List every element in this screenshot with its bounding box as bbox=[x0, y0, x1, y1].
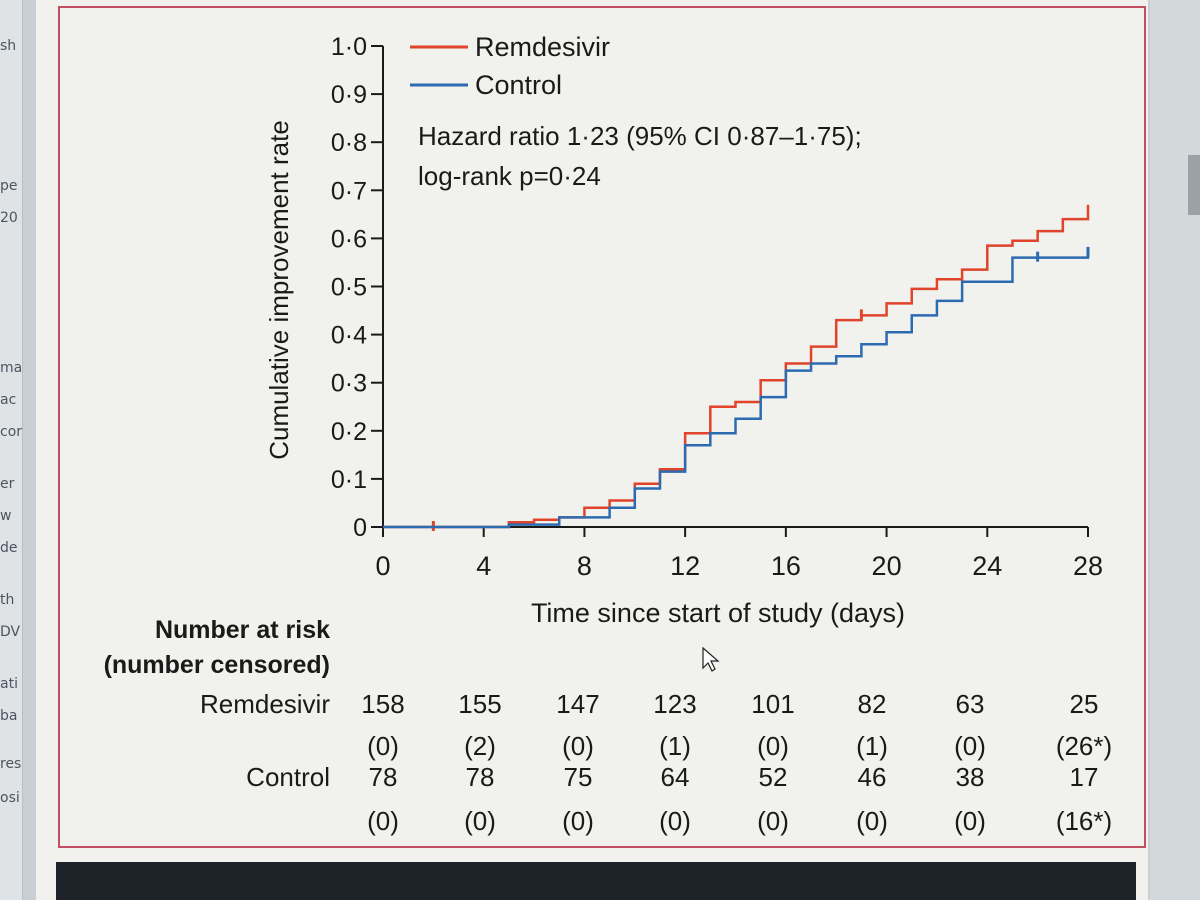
background-text-fragment: w bbox=[0, 508, 12, 524]
x-tick-label: 24 bbox=[972, 551, 1002, 581]
risk-row-label: Remdesivir bbox=[200, 689, 330, 719]
risk-censored-value: (0) bbox=[367, 731, 399, 761]
risk-at-risk-value: 75 bbox=[564, 762, 593, 792]
x-axis-label: Time since start of study (days) bbox=[531, 598, 905, 628]
risk-at-risk-value: 123 bbox=[653, 689, 696, 719]
background-text-fragment: er bbox=[0, 476, 15, 492]
risk-table-subtitle: (number censored) bbox=[104, 651, 330, 679]
right-window-edge bbox=[1150, 0, 1200, 900]
risk-censored-value: (0) bbox=[757, 731, 789, 761]
mouse-cursor-icon bbox=[702, 646, 720, 672]
background-text-fragment: de bbox=[0, 540, 18, 556]
x-tick-label: 0 bbox=[375, 551, 390, 581]
risk-censored-value: (0) bbox=[856, 806, 888, 836]
risk-censored-value: (1) bbox=[659, 731, 691, 761]
risk-at-risk-value: 64 bbox=[661, 762, 690, 792]
risk-at-risk-value: 63 bbox=[956, 689, 985, 719]
risk-at-risk-value: 78 bbox=[466, 762, 495, 792]
y-tick-label: 1·0 bbox=[331, 33, 367, 61]
x-tick-label: 4 bbox=[476, 551, 491, 581]
figure-page bbox=[36, 0, 1148, 900]
background-text-fragment: th bbox=[0, 592, 15, 608]
figure-frame bbox=[58, 6, 1146, 848]
background-text-fragment: ba bbox=[0, 708, 18, 724]
x-tick-label: 20 bbox=[872, 551, 902, 581]
risk-at-risk-value: 52 bbox=[759, 762, 788, 792]
risk-at-risk-value: 17 bbox=[1070, 762, 1099, 792]
y-tick-label: 0·3 bbox=[331, 370, 367, 398]
risk-censored-value: (0) bbox=[659, 806, 691, 836]
risk-censored-value: (16*) bbox=[1056, 806, 1112, 836]
risk-at-risk-value: 158 bbox=[361, 689, 404, 719]
y-tick-label: 0·5 bbox=[331, 274, 367, 302]
x-tick-label: 8 bbox=[577, 551, 592, 581]
background-text-fragment: ati bbox=[0, 676, 18, 692]
risk-censored-value: (0) bbox=[464, 806, 496, 836]
series-line-remdesivir bbox=[383, 204, 1090, 529]
risk-censored-value: (0) bbox=[562, 731, 594, 761]
background-text-fragment: osi bbox=[0, 790, 20, 806]
scrollbar-thumb[interactable] bbox=[1188, 155, 1200, 215]
risk-row-label: Control bbox=[246, 762, 330, 792]
risk-censored-value: (1) bbox=[856, 731, 888, 761]
risk-at-risk-value: 155 bbox=[458, 689, 501, 719]
y-tick-label: 0 bbox=[353, 514, 367, 542]
background-text-fragment: DV bbox=[0, 624, 21, 640]
y-tick-label: 0·6 bbox=[331, 225, 367, 253]
risk-at-risk-value: 101 bbox=[751, 689, 794, 719]
background-text-fragment: ma bbox=[0, 360, 23, 376]
risk-censored-value: (0) bbox=[954, 806, 986, 836]
background-text-fragment: 20 bbox=[0, 210, 18, 226]
background-window-strip bbox=[0, 0, 23, 900]
risk-at-risk-value: 46 bbox=[858, 762, 887, 792]
y-tick-label: 0·1 bbox=[331, 466, 367, 494]
background-text-fragment: ac bbox=[0, 392, 17, 408]
background-text-fragment: sh bbox=[0, 38, 17, 54]
y-axis-label: Cumulative improvement rate bbox=[264, 120, 294, 460]
risk-censored-value: (0) bbox=[562, 806, 594, 836]
risk-at-risk-value: 25 bbox=[1070, 689, 1099, 719]
risk-at-risk-value: 78 bbox=[369, 762, 398, 792]
risk-at-risk-value: 82 bbox=[858, 689, 887, 719]
risk-censored-value: (0) bbox=[757, 806, 789, 836]
background-text-fragment: res bbox=[0, 756, 22, 772]
x-tick-label: 12 bbox=[670, 551, 700, 581]
page-footer-bar bbox=[56, 862, 1136, 900]
y-tick-label: 0·9 bbox=[331, 81, 367, 109]
y-tick-label: 0·4 bbox=[331, 322, 367, 350]
x-tick-label: 16 bbox=[771, 551, 801, 581]
risk-censored-value: (0) bbox=[367, 806, 399, 836]
y-tick-label: 0·7 bbox=[331, 177, 367, 205]
series-line-control bbox=[383, 252, 1090, 529]
y-tick-label: 0·8 bbox=[331, 129, 367, 157]
background-text-fragment: pe bbox=[0, 178, 18, 194]
risk-at-risk-value: 147 bbox=[556, 689, 599, 719]
y-tick-label: 0·2 bbox=[331, 418, 367, 446]
legend-label: Remdesivir bbox=[475, 32, 610, 62]
hazard-annotation: log-rank p=0·24 bbox=[418, 161, 601, 191]
risk-censored-value: (2) bbox=[464, 731, 496, 761]
x-tick-label: 28 bbox=[1073, 551, 1103, 581]
risk-censored-value: (0) bbox=[954, 731, 986, 761]
legend-label: Control bbox=[475, 70, 562, 100]
risk-at-risk-value: 38 bbox=[956, 762, 985, 792]
hazard-annotation: Hazard ratio 1·23 (95% CI 0·87–1·75); bbox=[418, 121, 862, 151]
risk-censored-value: (26*) bbox=[1056, 731, 1112, 761]
background-text-fragment: cor bbox=[0, 424, 23, 440]
risk-table-title: Number at risk bbox=[155, 616, 330, 644]
